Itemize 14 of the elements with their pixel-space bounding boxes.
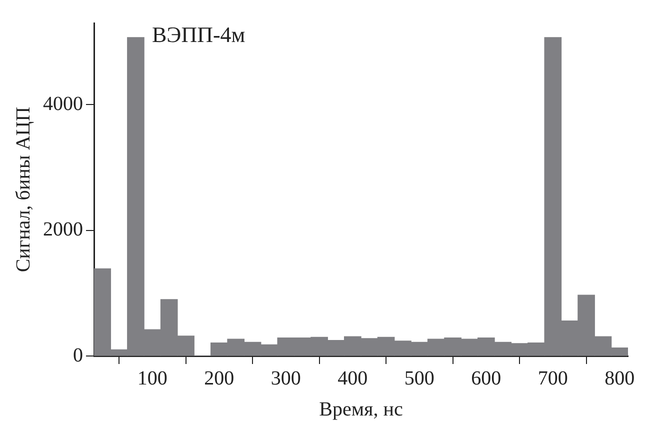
x-tick-label: 800 [604, 367, 635, 390]
x-tick-label: 400 [338, 367, 368, 390]
y-tick-label: 0 [73, 344, 83, 366]
x-tick-label: 300 [270, 367, 301, 390]
x-tick-label: 200 [204, 367, 234, 390]
chart-title: ВЭПП-4м [152, 22, 246, 47]
x-tick-label: 500 [404, 367, 434, 390]
x-axis-title: Время, нс [319, 398, 403, 420]
y-tick-label: 2000 [43, 218, 83, 241]
x-tick-label: 700 [538, 367, 568, 390]
y-axis-title: Сигнал, бины АЦП [12, 106, 34, 272]
x-tick-label: 600 [471, 367, 502, 390]
y-tick-label: 4000 [43, 92, 83, 115]
x-tick-label: 100 [137, 367, 168, 390]
